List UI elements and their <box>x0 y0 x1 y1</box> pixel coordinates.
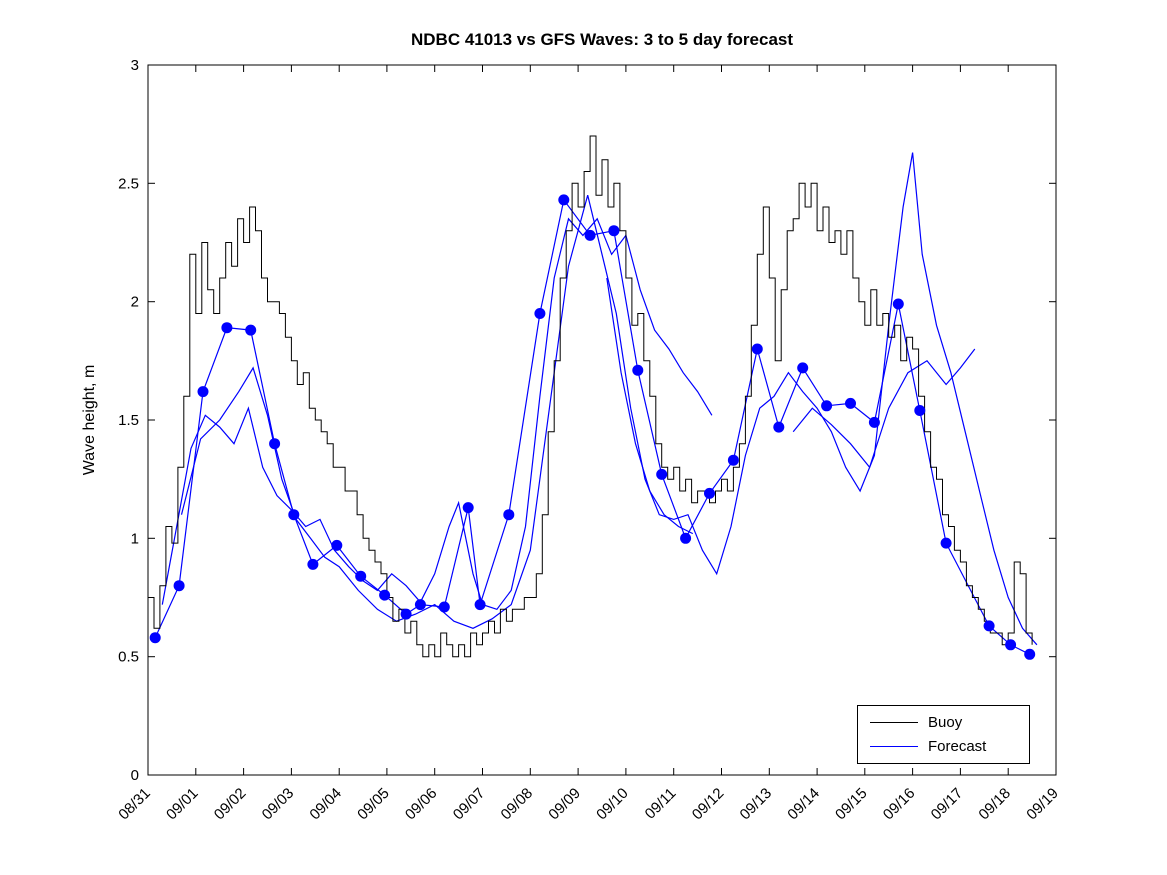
x-tick-label: 09/09 <box>545 785 584 824</box>
x-tick-label: 09/03 <box>259 785 298 824</box>
y-tick-label: 2 <box>131 294 139 311</box>
legend-label-buoy: Buoy <box>928 714 963 731</box>
y-tick-label: 0 <box>131 767 139 784</box>
buoy-line <box>148 135 1033 658</box>
y-tick-label: 2.5 <box>118 175 139 192</box>
x-tick-label: 09/07 <box>450 785 489 824</box>
x-tick-label: 09/16 <box>880 785 919 824</box>
forecast-marker <box>269 438 281 450</box>
forecast-marker <box>197 386 209 398</box>
forecast-marker <box>983 620 995 632</box>
chart-title: NDBC 41013 vs GFS Waves: 3 to 5 day fore… <box>410 30 794 49</box>
x-tick-label: 09/11 <box>642 785 680 823</box>
legend-label-forecast: Forecast <box>928 738 987 755</box>
x-tick-label: 09/19 <box>1023 785 1062 824</box>
forecast-marker <box>821 400 833 412</box>
forecast-marker <box>503 509 515 521</box>
x-tick-label: 09/10 <box>593 785 632 824</box>
y-tick-label: 1.5 <box>118 412 139 429</box>
forecast-marker <box>868 416 880 428</box>
x-tick-label: 08/31 <box>115 785 154 824</box>
x-tick-label: 09/15 <box>832 785 871 824</box>
forecast-marker <box>751 343 763 355</box>
forecast-marker <box>221 322 233 334</box>
forecast-marker <box>400 608 412 620</box>
forecast-line <box>792 348 976 469</box>
forecast-marker <box>288 509 300 521</box>
x-tick-label: 09/08 <box>498 785 537 824</box>
forecast-marker <box>173 580 185 592</box>
forecast-marker <box>1024 648 1036 660</box>
forecast-marker <box>845 397 856 409</box>
forecast-marker <box>462 502 474 514</box>
x-tick-label: 09/02 <box>211 785 250 824</box>
forecast-marker <box>608 225 620 237</box>
buoy-line-swatch <box>870 722 918 723</box>
forecast-marker <box>558 194 570 206</box>
y-tick-label: 1 <box>131 530 139 547</box>
x-tick-label: 09/05 <box>354 785 393 824</box>
forecast-marker <box>940 537 952 549</box>
forecast-marker <box>474 599 486 611</box>
forecast-marker <box>797 362 809 374</box>
forecast-marker <box>773 421 785 433</box>
forecast-marker <box>438 601 450 613</box>
x-tick-label: 09/12 <box>689 785 728 824</box>
forecast-marker <box>1005 639 1017 651</box>
forecast-marker <box>656 468 668 480</box>
x-tick-label: 09/18 <box>975 785 1014 824</box>
forecast-marker <box>245 324 257 336</box>
x-tick-label: 09/14 <box>784 785 823 824</box>
legend-item-buoy: Buoy <box>870 714 1017 731</box>
forecast-marker <box>534 308 546 319</box>
legend: Buoy Forecast <box>857 705 1030 764</box>
forecast-marker <box>331 539 343 551</box>
forecast-line <box>161 217 713 611</box>
legend-item-forecast: Forecast <box>870 738 1017 755</box>
forecast-marker <box>414 599 426 611</box>
forecast-line <box>606 277 694 535</box>
x-tick-label: 09/04 <box>306 785 345 824</box>
forecast-marker <box>892 298 904 310</box>
x-tick-label: 09/13 <box>737 785 776 824</box>
forecast-marker <box>355 570 367 582</box>
forecast-marker <box>914 405 926 416</box>
y-tick-label: 0.5 <box>118 649 139 666</box>
forecast-line-swatch <box>870 746 918 747</box>
x-tick-label: 09/17 <box>928 785 967 824</box>
forecast-marker <box>379 589 391 601</box>
y-tick-label: 3 <box>131 57 139 74</box>
forecast-line <box>180 152 1038 646</box>
forecast-marker <box>584 229 596 241</box>
forecast-marker <box>632 364 644 376</box>
forecast-marker <box>307 558 319 570</box>
x-tick-label: 09/06 <box>402 785 441 824</box>
forecast-marker-line <box>154 198 1030 655</box>
forecast-marker <box>727 454 739 466</box>
forecast-marker <box>680 532 692 544</box>
forecast-marker <box>149 632 161 644</box>
x-tick-label: 09/01 <box>163 785 202 824</box>
forecast-marker <box>704 487 715 499</box>
